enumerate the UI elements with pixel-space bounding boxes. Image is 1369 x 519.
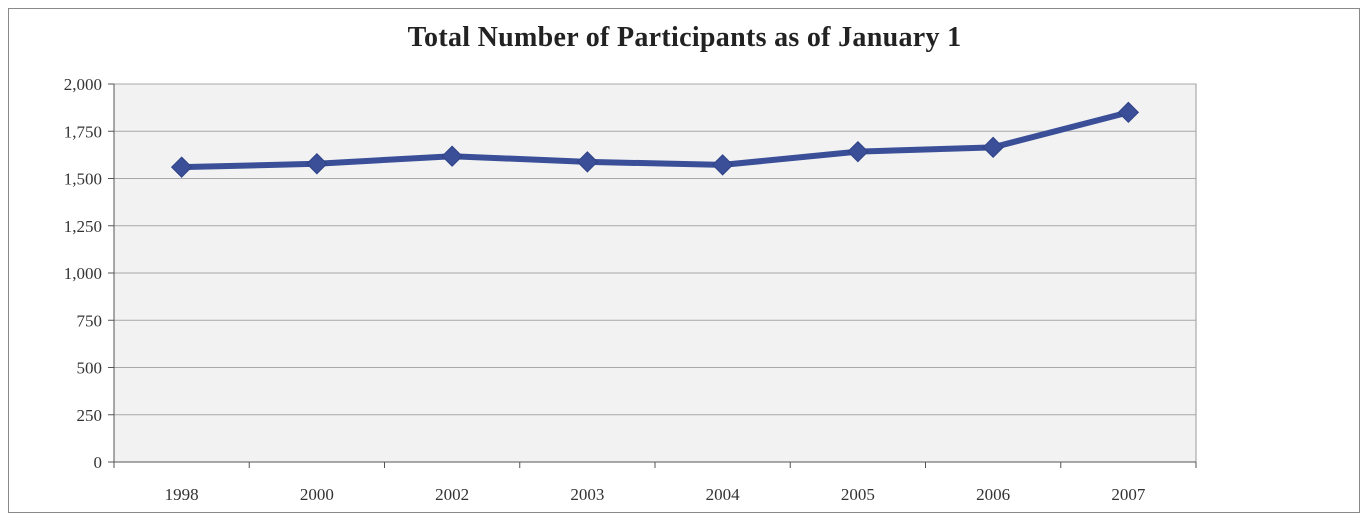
series-line	[178, 109, 1132, 171]
x-tick-label: 2004	[706, 485, 741, 504]
x-tick-label: 2003	[570, 485, 604, 504]
y-tick-label: 500	[77, 359, 103, 378]
y-tick-label: 1,000	[64, 264, 102, 283]
y-tick-label: 1,250	[64, 217, 102, 236]
data-point-marker	[306, 153, 328, 175]
x-tick-label: 2006	[976, 485, 1010, 504]
data-point-marker	[576, 151, 599, 173]
x-tick-label: 2000	[300, 485, 334, 504]
x-tick-label: 2005	[841, 485, 875, 504]
x-tick-label: 2007	[1111, 485, 1146, 504]
chart-title: Total Number of Participants as of Janua…	[407, 22, 962, 53]
data-point-marker	[711, 154, 734, 176]
y-tick-label: 0	[94, 453, 103, 472]
data-point-marker	[1117, 101, 1140, 124]
x-tick-label: 2002	[435, 485, 469, 504]
data-point-marker	[982, 136, 1004, 159]
data-point-marker	[441, 145, 463, 167]
y-tick-label: 1,750	[64, 122, 102, 141]
y-tick-label: 1,500	[64, 170, 102, 189]
x-tick-label: 1998	[165, 485, 199, 504]
data-point-marker	[170, 156, 193, 178]
y-tick-label: 2,000	[64, 75, 102, 94]
data-point-marker	[847, 140, 869, 163]
y-tick-label: 250	[77, 406, 103, 425]
y-tick-label: 750	[77, 311, 103, 330]
